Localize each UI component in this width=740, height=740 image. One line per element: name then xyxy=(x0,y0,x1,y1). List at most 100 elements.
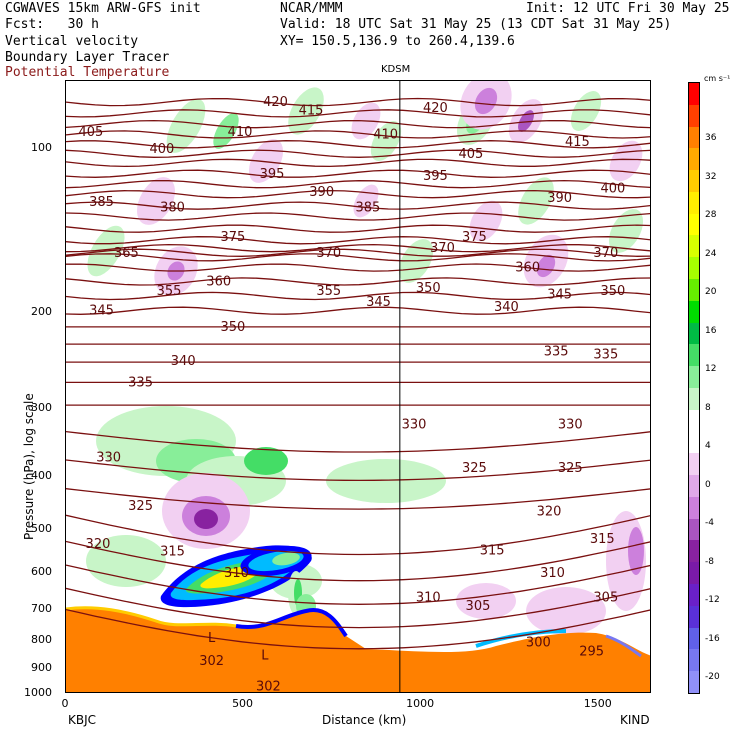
colorbar-swatch xyxy=(689,387,699,410)
theta-label: 355 xyxy=(157,284,182,299)
init-time: Init: 12 UTC Fri 30 May 25 xyxy=(526,1,730,16)
theta-label: 420 xyxy=(423,101,448,116)
x-tick-label: 500 xyxy=(232,697,254,710)
colorbar-swatch xyxy=(689,322,699,345)
theta-contour-line xyxy=(66,130,650,139)
colorbar-label: 8 xyxy=(705,402,711,413)
theta-label: 315 xyxy=(160,545,185,560)
colorbar-label: -16 xyxy=(705,633,720,644)
theta-contour-line xyxy=(66,430,650,453)
colorbar-swatch xyxy=(689,235,699,258)
theta-label: 415 xyxy=(565,135,590,150)
field-potential-temperature: Potential Temperature xyxy=(5,65,170,80)
theta-label: 330 xyxy=(558,417,583,432)
colorbar-swatch xyxy=(689,83,699,105)
theta-contour-line xyxy=(66,488,650,510)
colorbar-swatch xyxy=(689,148,699,171)
colorbar-label: -8 xyxy=(705,556,714,567)
colorbar-swatch xyxy=(689,126,699,149)
colorbar-swatch xyxy=(689,431,699,454)
theta-label: 385 xyxy=(89,195,114,210)
theta-contour-line xyxy=(66,169,650,178)
colorbar-swatch xyxy=(689,671,699,693)
theta-label: 335 xyxy=(128,375,153,390)
colorbar-swatch xyxy=(689,257,699,280)
theta-label: 345 xyxy=(89,304,114,319)
theta-label: 360 xyxy=(515,261,540,276)
colorbar-swatch xyxy=(689,279,699,301)
colorbar-unit: cm s⁻¹ xyxy=(704,74,731,83)
theta-contour-line xyxy=(66,291,650,301)
theta-label: 385 xyxy=(355,201,380,216)
colorbar-swatch xyxy=(689,409,699,432)
theta-contour-line xyxy=(66,514,650,556)
theta-label: 335 xyxy=(593,347,618,362)
theta-label: 370 xyxy=(593,246,618,261)
theta-contour-line xyxy=(66,97,650,107)
theta-contour-line xyxy=(66,140,650,149)
theta-contour-line xyxy=(66,158,650,168)
theta-label: 335 xyxy=(544,344,569,359)
theta-label: 310 xyxy=(416,590,441,605)
theta-label: 302 xyxy=(256,679,281,693)
colorbar-swatch xyxy=(689,540,699,563)
theta-label: 405 xyxy=(78,125,103,140)
cross-section-plot: 420 415 420 415 410 410 405 400 405 395 395 400 385 3… xyxy=(65,80,651,693)
theta-label: 345 xyxy=(366,295,391,310)
colorbar-swatch xyxy=(689,300,699,323)
colorbar-swatch xyxy=(689,649,699,672)
y-tick-label: 200 xyxy=(31,305,52,319)
colorbar-label: 24 xyxy=(705,248,717,259)
theta-label: 390 xyxy=(309,185,334,200)
colorbar-swatch xyxy=(689,496,699,519)
colorbar-label: 4 xyxy=(705,441,711,451)
theta-label: 295 xyxy=(579,644,604,659)
x-axis-title: Distance (km) xyxy=(322,713,407,727)
theta-label: 360 xyxy=(206,275,231,290)
colorbar-label: 32 xyxy=(705,171,717,182)
theta-label: 395 xyxy=(423,169,448,184)
colorbar-swatch xyxy=(689,562,699,584)
theta-label: 325 xyxy=(462,461,487,476)
theta-label: 315 xyxy=(590,532,615,547)
theta-label: 390 xyxy=(547,191,572,206)
theta-contour-line xyxy=(66,212,650,221)
institution-label: NCAR/MMM xyxy=(280,1,343,16)
x-tick-label: 1500 xyxy=(583,697,612,710)
y-tick-label: 1000 xyxy=(24,686,52,699)
colorbar-swatch xyxy=(689,170,699,192)
theta-contour-line xyxy=(66,277,650,286)
y-tick-label: 100 xyxy=(31,141,52,155)
y-tick-label: 500 xyxy=(31,521,52,535)
colorbar-swatch xyxy=(689,475,699,497)
theta-contour-line xyxy=(66,608,650,650)
theta-label: 350 xyxy=(416,281,441,296)
theta-label: 330 xyxy=(96,450,121,465)
colorbar-swatch xyxy=(689,104,699,127)
theta-label: 305 xyxy=(593,590,618,605)
theta-contour-line xyxy=(66,306,650,315)
velocity-fill-layer xyxy=(66,81,650,692)
theta-contour-line xyxy=(66,236,650,245)
colorbar-label: 36 xyxy=(705,133,717,143)
theta-label: 320 xyxy=(537,504,562,519)
theta-label: 340 xyxy=(494,300,519,315)
theta-label: 400 xyxy=(149,142,174,157)
theta-contours xyxy=(66,97,650,650)
station-right-label: KIND xyxy=(620,713,650,727)
theta-contour-line xyxy=(66,540,650,582)
cross-section-coords: XY= 150.5,136.9 to 260.4,139.6 xyxy=(280,34,515,49)
theta-label: 310 xyxy=(540,566,565,581)
colorbar-label: -12 xyxy=(705,595,720,605)
y-tick-label: 900 xyxy=(31,661,52,675)
theta-contour-line xyxy=(66,224,650,233)
colorbar xyxy=(688,82,700,694)
theta-label: 305 xyxy=(466,599,491,614)
theta-contour-line xyxy=(66,564,650,605)
forecast-hour: Fcst: 30 h xyxy=(5,17,99,32)
colorbar-swatch xyxy=(689,627,699,650)
plot-canvas: 420 415 420 415 410 410 405 400 405 395 395 400 385 3… xyxy=(66,81,650,693)
theta-contour-line xyxy=(66,248,650,257)
theta-label: 300 xyxy=(526,636,551,651)
colorbar-label: -4 xyxy=(705,518,714,528)
